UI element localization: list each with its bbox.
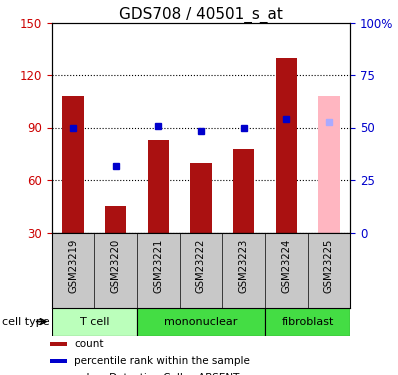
Title: GDS708 / 40501_s_at: GDS708 / 40501_s_at	[119, 6, 283, 22]
Text: fibroblast: fibroblast	[281, 316, 334, 327]
Text: GSM23219: GSM23219	[68, 238, 78, 293]
Bar	[318, 96, 339, 232]
Bar	[275, 57, 297, 232]
Text: count: count	[74, 339, 104, 349]
Bar	[50, 342, 67, 346]
Text: cell type: cell type	[2, 316, 50, 327]
Bar	[233, 148, 254, 232]
Bar	[137, 308, 265, 336]
Text: GSM23221: GSM23221	[153, 238, 163, 293]
Text: value, Detection Call = ABSENT: value, Detection Call = ABSENT	[74, 373, 240, 375]
Text: GSM23220: GSM23220	[111, 238, 121, 293]
Text: GSM23225: GSM23225	[324, 238, 334, 293]
Bar	[190, 162, 212, 232]
Text: percentile rank within the sample: percentile rank within the sample	[74, 356, 250, 366]
Text: T cell: T cell	[80, 316, 109, 327]
Text: mononuclear: mononuclear	[164, 316, 238, 327]
Text: GSM23222: GSM23222	[196, 238, 206, 293]
Text: GSM23224: GSM23224	[281, 238, 291, 293]
Bar	[62, 96, 84, 232]
Text: GSM23223: GSM23223	[239, 238, 249, 293]
Bar	[265, 308, 350, 336]
Bar	[148, 140, 169, 232]
Bar	[52, 308, 137, 336]
Bar	[105, 206, 127, 232]
Bar	[50, 359, 67, 363]
